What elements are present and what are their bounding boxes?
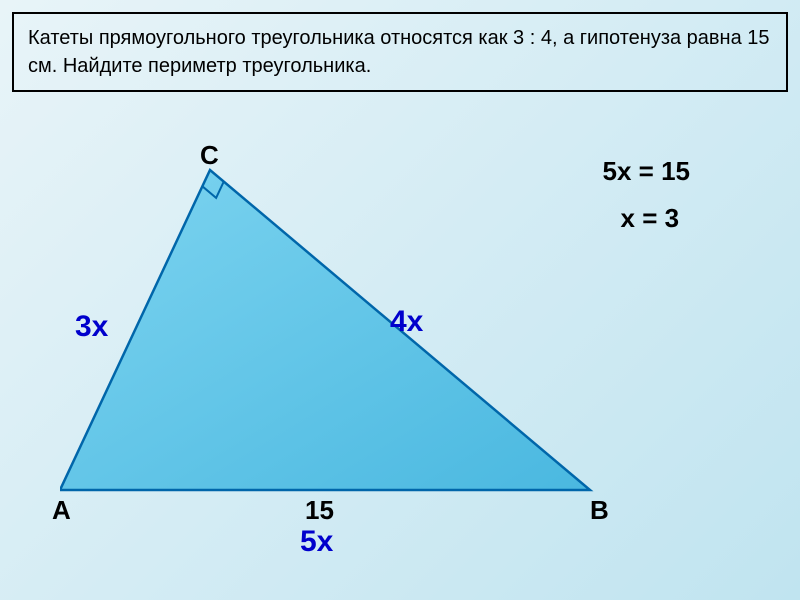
vertex-a-label: А	[52, 495, 71, 526]
solution-line-2: х = 3	[603, 195, 690, 242]
solution-block: 5х = 15 х = 3	[603, 148, 690, 242]
triangle-diagram: С А В 3х 4х 15 5х	[60, 140, 610, 540]
triangle-svg	[60, 140, 610, 540]
side-ac-label: 3х	[75, 310, 108, 344]
base-value-label: 15	[305, 495, 334, 526]
side-cb-label: 4х	[390, 305, 423, 339]
solution-line-1: 5х = 15	[603, 148, 690, 195]
vertex-b-label: В	[590, 495, 609, 526]
side-ab-label: 5х	[300, 525, 333, 559]
triangle-shape	[60, 170, 590, 490]
vertex-c-label: С	[200, 140, 219, 171]
problem-text: Катеты прямоугольного треугольника относ…	[28, 27, 770, 77]
problem-statement: Катеты прямоугольного треугольника относ…	[12, 12, 788, 92]
